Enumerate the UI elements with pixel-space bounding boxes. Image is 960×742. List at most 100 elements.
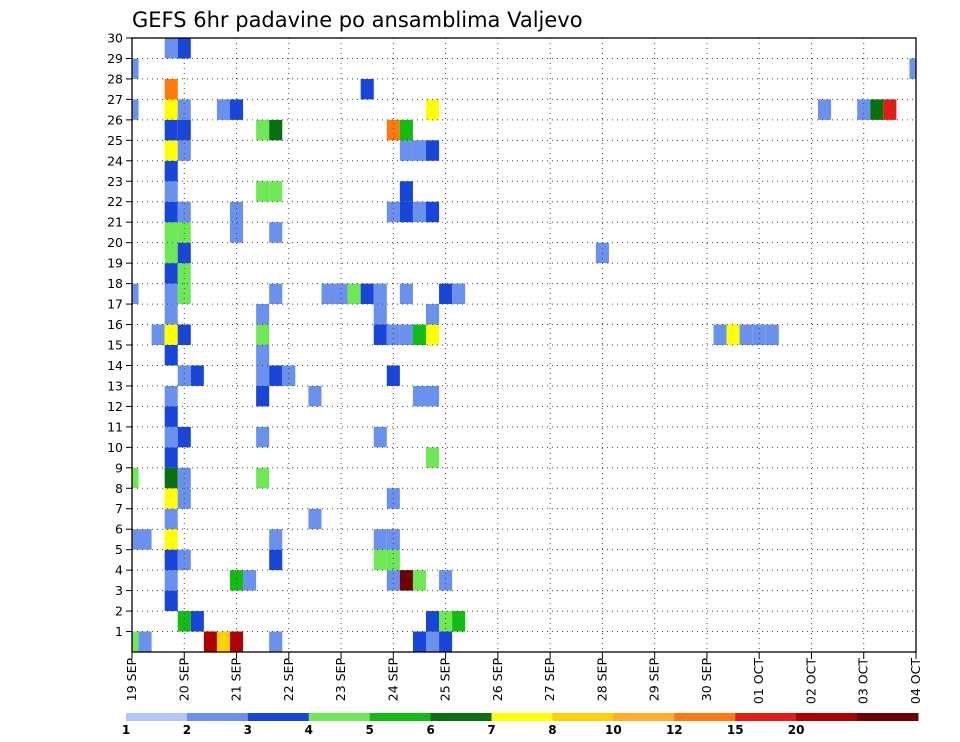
heatmap-cell	[177, 242, 191, 264]
plot-frame	[131, 37, 917, 653]
heatmap-cell	[164, 283, 178, 305]
y-tick-label: 4	[115, 563, 123, 578]
colorbar-label: 3	[244, 723, 252, 737]
x-tick-label: 29 SEP	[647, 658, 662, 702]
heatmap-cell	[269, 222, 283, 243]
heatmap-cell	[177, 201, 191, 223]
colorbar-swatch	[186, 713, 249, 721]
heatmap-cell	[164, 549, 178, 571]
heatmap-cell	[412, 385, 426, 407]
heatmap-cell	[426, 447, 440, 468]
heatmap-cell	[177, 549, 191, 571]
heatmap-cell	[439, 570, 453, 591]
heatmap-cell	[132, 58, 139, 79]
colorbar-swatch	[126, 713, 188, 721]
heatmap-cell	[256, 304, 270, 325]
heatmap-cell	[399, 119, 413, 141]
colorbar-label: 7	[487, 723, 495, 737]
heatmap-cell	[321, 283, 335, 305]
heatmap-cell	[230, 631, 244, 652]
heatmap-cell	[713, 324, 727, 345]
heatmap-cell	[256, 426, 270, 448]
colorbar-swatch	[552, 713, 614, 721]
heatmap-cell	[426, 611, 440, 632]
colorbar-label: 12	[666, 723, 683, 737]
x-tick-label: 04 OCT	[908, 658, 923, 704]
y-tick-label: 16	[107, 317, 123, 332]
heatmap-cell	[230, 570, 244, 591]
heatmap-cell	[452, 283, 466, 305]
heatmap-cell	[164, 222, 178, 243]
heatmap-cell	[439, 631, 453, 652]
y-tick-label: 21	[107, 215, 123, 230]
y-tick-label: 13	[107, 378, 123, 393]
heatmap-cell	[439, 611, 453, 632]
heatmap-cell	[308, 508, 322, 530]
heatmap-cell	[870, 99, 884, 120]
y-tick-label: 12	[107, 399, 123, 414]
y-tick-label: 19	[107, 256, 123, 271]
heatmap-cell	[399, 201, 413, 223]
heatmap-cell	[373, 426, 387, 448]
heatmap-cell	[269, 549, 283, 571]
y-tick-label: 8	[115, 481, 123, 496]
heatmap-cell	[164, 304, 178, 325]
heatmap-cell	[765, 324, 779, 345]
heatmap-cell	[177, 365, 191, 386]
y-tick-label: 11	[107, 419, 123, 434]
colorbar-swatch	[247, 713, 310, 721]
heatmap-cell	[230, 201, 244, 223]
colorbar-label: 20	[788, 723, 805, 737]
heatmap-cell	[164, 242, 178, 264]
heatmap-cell	[177, 99, 191, 120]
heatmap-cell	[399, 570, 413, 591]
heatmap-cell	[386, 324, 400, 345]
heatmap-cell	[386, 365, 400, 386]
heatmap-cell	[164, 447, 178, 468]
y-tick-label: 7	[115, 501, 123, 516]
heatmap-cell	[360, 283, 374, 305]
heatmap-cell	[164, 324, 178, 345]
heatmap-cell	[426, 304, 440, 325]
heatmap-cell	[164, 160, 178, 182]
heatmap-cell	[151, 324, 165, 345]
heatmap-cell	[386, 529, 400, 550]
colorbar-label: 2	[183, 723, 191, 737]
heatmap-cell	[132, 283, 139, 305]
heatmap-cell	[132, 467, 139, 489]
heatmap-cell	[177, 140, 191, 161]
heatmap-cell	[883, 99, 897, 120]
y-tick-label: 24	[107, 153, 123, 168]
heatmap-cell	[164, 508, 178, 530]
heatmap-cell	[426, 631, 440, 652]
heatmap-cell	[164, 99, 178, 120]
heatmap-cell	[426, 324, 440, 345]
x-tick-label: 01 OCT	[751, 658, 766, 704]
colorbar-swatch	[796, 713, 858, 721]
y-tick-label: 15	[107, 338, 123, 353]
heatmap-cell	[256, 324, 270, 345]
heatmap-cell	[216, 99, 230, 120]
heatmap-cell	[426, 385, 440, 407]
heatmap-cell	[386, 549, 400, 571]
colorbar-swatch	[430, 713, 493, 721]
colorbar-label: 10	[605, 723, 622, 737]
heatmap-cell	[164, 345, 178, 366]
colorbar-label: 6	[426, 723, 434, 737]
heatmap-cell	[269, 365, 283, 386]
y-tick-label: 22	[107, 194, 123, 209]
heatmap-cell	[164, 467, 178, 489]
heatmap-cell	[132, 99, 139, 120]
heatmap-cell	[164, 488, 178, 509]
heatmap-cell	[256, 119, 270, 141]
heatmap-cell	[399, 140, 413, 161]
heatmap-cell	[412, 631, 426, 652]
heatmap-cell	[164, 263, 178, 284]
heatmap-cell	[399, 181, 413, 202]
colorbar-swatch	[369, 713, 432, 721]
colorbar-label: 1	[122, 723, 130, 737]
heatmap-cell	[177, 426, 191, 448]
heatmap-cell	[164, 181, 178, 202]
y-axis: 1234567891011121314151617181920212223242…	[107, 31, 132, 639]
heatmap-cell	[164, 38, 178, 59]
